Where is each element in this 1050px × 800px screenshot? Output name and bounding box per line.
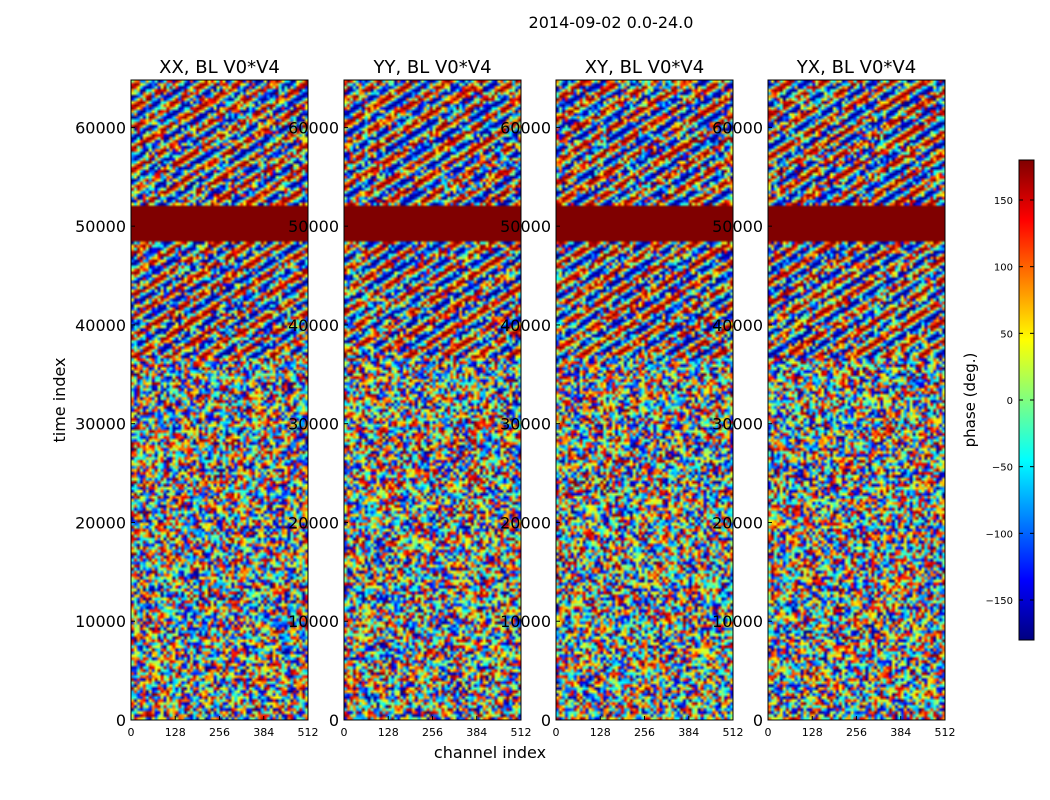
- y-tick-label: 60000: [75, 118, 126, 137]
- x-tick-label: 256: [634, 726, 655, 739]
- y-tick-label: 30000: [75, 415, 126, 434]
- y-tick-label: 20000: [500, 513, 551, 532]
- x-tick-label: 512: [723, 726, 744, 739]
- heatmap-image: [768, 80, 945, 720]
- x-axis-label: channel index: [434, 743, 546, 762]
- x-tick-label: 0: [341, 726, 348, 739]
- y-tick-label: 30000: [288, 415, 339, 434]
- y-tick-label: 10000: [288, 612, 339, 631]
- y-tick-label: 40000: [75, 316, 126, 335]
- x-tick-label: 128: [590, 726, 611, 739]
- heatmap-image: [344, 80, 521, 720]
- y-tick-label: 10000: [500, 612, 551, 631]
- heatmap-image: [131, 80, 308, 720]
- x-tick-label: 384: [253, 726, 274, 739]
- x-tick-label: 0: [553, 726, 560, 739]
- y-tick-label: 0: [541, 711, 551, 730]
- x-tick-label: 256: [846, 726, 867, 739]
- panel-title: YY, BL V0*V4: [372, 57, 491, 78]
- panel-title: XY, BL V0*V4: [585, 57, 704, 78]
- x-tick-label: 128: [802, 726, 823, 739]
- colorbar-tick-label: −100: [986, 529, 1013, 540]
- y-tick-label: 50000: [500, 217, 551, 236]
- y-tick-label: 30000: [712, 415, 763, 434]
- colorbar-tick-label: 150: [994, 196, 1013, 207]
- colorbar-tick-label: −150: [986, 596, 1013, 607]
- x-tick-label: 0: [765, 726, 772, 739]
- y-tick-label: 40000: [500, 316, 551, 335]
- x-tick-label: 256: [209, 726, 230, 739]
- x-tick-label: 128: [165, 726, 186, 739]
- x-tick-label: 512: [511, 726, 532, 739]
- x-tick-label: 512: [935, 726, 956, 739]
- panel-title: XX, BL V0*V4: [159, 57, 280, 78]
- y-tick-label: 10000: [712, 612, 763, 631]
- colorbar-tick-label: 100: [994, 263, 1013, 274]
- x-tick-label: 0: [128, 726, 135, 739]
- y-tick-label: 50000: [75, 217, 126, 236]
- x-tick-label: 384: [678, 726, 699, 739]
- heatmap-panel-3: XY, BL V0*V4 0 128 256 384 512 0 10000 20000 3000…: [500, 57, 743, 739]
- y-tick-label: 50000: [712, 217, 763, 236]
- y-axis-label: time index: [50, 357, 69, 442]
- panel-title: YX, BL V0*V4: [796, 57, 916, 78]
- colorbar: 150 100 50 0 −50 −100 −150: [986, 159, 1035, 641]
- y-tick-label: 10000: [75, 612, 126, 631]
- y-tick-label: 30000: [500, 415, 551, 434]
- y-tick-label: 20000: [288, 513, 339, 532]
- y-tick-label: 20000: [712, 513, 763, 532]
- y-tick-label: 60000: [500, 118, 551, 137]
- colorbar-tick-label: 50: [1000, 329, 1013, 340]
- colorbar-tick-label: 0: [1007, 396, 1013, 407]
- y-tick-label: 0: [116, 711, 126, 730]
- heatmap-panel-1: XX, BL V0*V4 0 128 256 384 512 0 10000 20000 3000…: [75, 57, 318, 739]
- x-tick-label: 512: [298, 726, 319, 739]
- heatmap-panel-2: YY, BL V0*V4 0 128 256 384 512 0 10000 20000 3000…: [288, 57, 531, 739]
- x-tick-label: 128: [378, 726, 399, 739]
- heatmap-panels: XX, BL V0*V4 0 128 256 384 512 0 10000 20000 3000…: [75, 57, 955, 739]
- x-tick-label: 256: [422, 726, 443, 739]
- x-tick-label: 384: [466, 726, 487, 739]
- y-tick-label: 60000: [288, 118, 339, 137]
- y-tick-label: 60000: [712, 118, 763, 137]
- colorbar-tick-label: −50: [992, 463, 1013, 474]
- colorbar-label: phase (deg.): [961, 353, 979, 448]
- y-tick-label: 0: [753, 711, 763, 730]
- y-tick-label: 40000: [288, 316, 339, 335]
- y-tick-label: 0: [329, 711, 339, 730]
- y-tick-label: 50000: [288, 217, 339, 236]
- x-tick-label: 384: [890, 726, 911, 739]
- y-tick-label: 20000: [75, 513, 126, 532]
- y-tick-label: 40000: [712, 316, 763, 335]
- heatmap-image: [556, 80, 733, 720]
- heatmap-panel-4: YX, BL V0*V4 0 128 256 384 512 0 10000 20000 3000…: [712, 57, 955, 739]
- figure-title: 2014-09-02 0.0-24.0: [529, 13, 694, 32]
